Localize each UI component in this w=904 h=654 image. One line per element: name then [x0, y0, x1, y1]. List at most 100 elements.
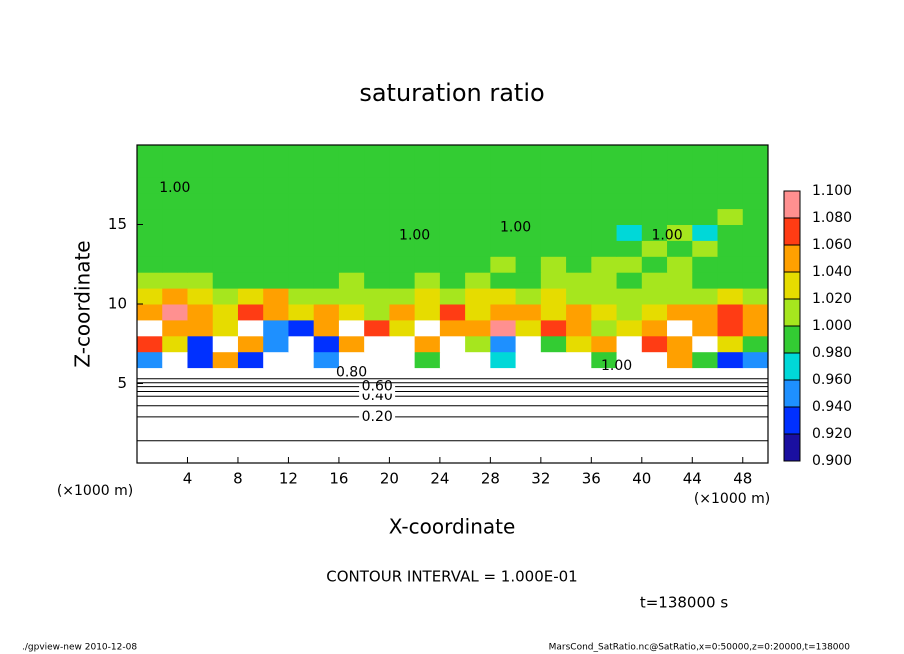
cell: [212, 431, 239, 448]
x-tick-label: 44: [683, 470, 702, 488]
cell: [439, 319, 466, 337]
cell: [414, 447, 441, 464]
cell: [540, 447, 567, 464]
cell: [364, 192, 390, 210]
cell: [566, 192, 592, 210]
contour-interval: CONTOUR INTERVAL = 1.000E-01: [326, 568, 577, 586]
cell: [667, 272, 693, 289]
cell: [692, 288, 719, 305]
cell: [566, 367, 592, 384]
cell: [263, 319, 289, 337]
cell: [616, 447, 643, 464]
cell: [212, 256, 239, 273]
cell: [692, 160, 719, 178]
cell: [137, 415, 163, 432]
cell: [364, 335, 390, 353]
cell: [540, 319, 567, 337]
cell: [288, 240, 315, 257]
x-tick-label: 32: [531, 470, 550, 488]
cell: [490, 176, 517, 194]
cell: [187, 335, 214, 353]
cell: [692, 319, 719, 337]
cell: [490, 447, 517, 464]
cell: [566, 256, 592, 273]
cell: [667, 224, 693, 241]
cell: [566, 176, 592, 194]
cell: [288, 208, 315, 225]
cell: [667, 319, 693, 337]
cell: [490, 367, 517, 384]
cell: [263, 176, 289, 194]
cell: [263, 288, 289, 305]
cell: [187, 176, 214, 194]
cell: [641, 176, 668, 194]
cell: [137, 335, 163, 353]
cell: [162, 304, 188, 321]
cell: [162, 367, 188, 384]
cell: [212, 145, 239, 162]
cell: [137, 272, 163, 289]
cell: [490, 256, 517, 273]
cell: [465, 176, 491, 194]
cell: [641, 415, 668, 432]
cell: [338, 224, 365, 241]
cell: [364, 288, 390, 305]
cell: [591, 335, 618, 353]
colorbar-cell: [784, 218, 800, 245]
cell: [389, 176, 416, 194]
cell: [414, 192, 441, 210]
cell: [591, 240, 618, 257]
cell: [288, 272, 315, 289]
cell: [237, 256, 264, 273]
cell: [591, 145, 618, 162]
cell: [187, 399, 214, 416]
cell: [439, 415, 466, 432]
colorbar-tick-label: 1.020: [812, 291, 852, 307]
cell: [742, 319, 769, 337]
cell: [212, 367, 239, 384]
cell: [212, 176, 239, 194]
cell: [137, 208, 163, 225]
cell: [490, 192, 517, 210]
cell: [414, 145, 441, 162]
cell: [465, 431, 491, 448]
cell: [162, 447, 188, 464]
cell: [439, 272, 466, 289]
cell: [490, 208, 517, 225]
cell: [439, 431, 466, 448]
cell: [540, 160, 567, 178]
cell: [288, 256, 315, 273]
cell: [288, 319, 315, 337]
cell: [162, 176, 188, 194]
cell: [515, 256, 542, 273]
x-unit: (×1000 m): [694, 491, 770, 507]
cell: [187, 256, 214, 273]
cell: [540, 192, 567, 210]
cell: [414, 335, 441, 353]
cell: [187, 145, 214, 162]
cell: [717, 335, 744, 353]
cell: [490, 224, 517, 241]
cell: [187, 288, 214, 305]
cell: [263, 256, 289, 273]
cell: [515, 288, 542, 305]
cell: [313, 431, 340, 448]
x-axis-label: X-coordinate: [389, 515, 516, 539]
annotation: 1.00: [500, 220, 531, 236]
cell: [616, 415, 643, 432]
cell: [237, 208, 264, 225]
colorbar-tick-label: 1.000: [812, 318, 852, 334]
colorbar-tick-label: 1.080: [812, 210, 852, 226]
cell: [566, 335, 592, 353]
colorbar-cell: [784, 353, 800, 380]
cell: [540, 240, 567, 257]
cell: [667, 256, 693, 273]
cell: [566, 351, 592, 369]
cell: [616, 351, 643, 369]
cell: [338, 431, 365, 448]
annotation: 1.00: [651, 228, 682, 244]
x-tick-label: 4: [183, 470, 193, 488]
cell: [338, 288, 365, 305]
cell: [591, 351, 618, 369]
cell: [692, 176, 719, 194]
